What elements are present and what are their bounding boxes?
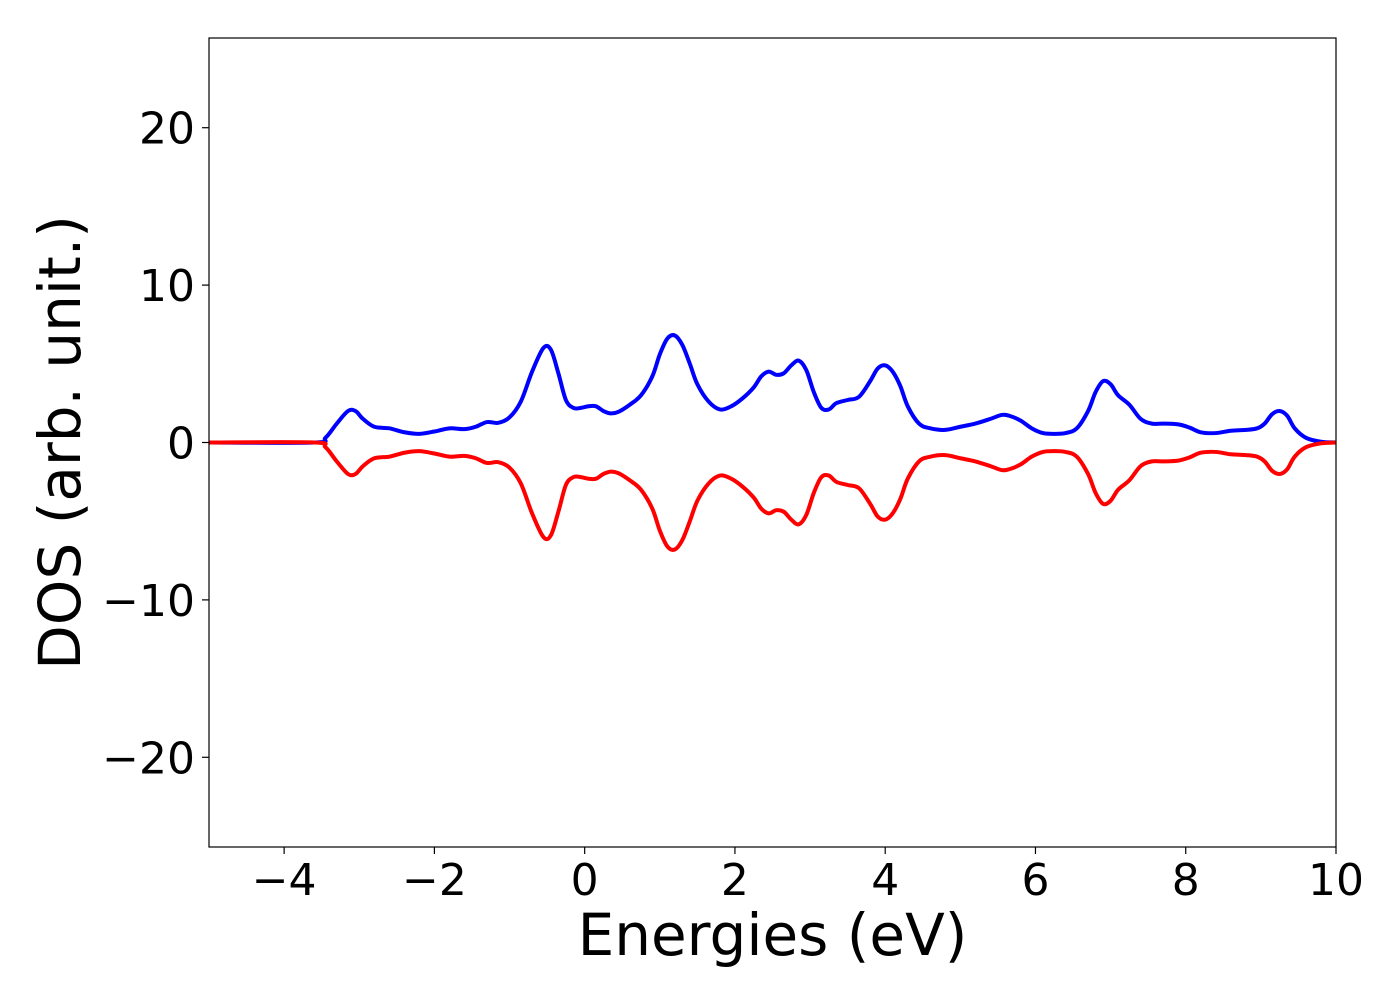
series-line-1 <box>208 440 1337 552</box>
y-tick-label: 0 <box>167 419 195 470</box>
y-tick-label: −20 <box>102 733 195 784</box>
x-tick-label: 10 <box>1308 855 1364 906</box>
x-tick-label: −2 <box>402 855 467 906</box>
x-tick-label: 4 <box>871 855 899 906</box>
plot-frame <box>208 37 1337 848</box>
y-tick-label: 10 <box>139 261 195 312</box>
series-layer <box>208 333 1337 552</box>
x-tick-label: 0 <box>571 855 599 906</box>
x-tick-label: −4 <box>252 855 317 906</box>
series-line-0 <box>208 333 1337 445</box>
y-tick-label: 20 <box>139 104 195 155</box>
x-tick-label: 8 <box>1172 855 1200 906</box>
y-axis-label: DOS (arb. unit.) <box>26 215 94 670</box>
x-tick-label: 6 <box>1021 855 1049 906</box>
x-axis-label: Energies (eV) <box>578 901 968 969</box>
y-tick-label: −10 <box>102 576 195 627</box>
x-tick-label: 2 <box>721 855 749 906</box>
